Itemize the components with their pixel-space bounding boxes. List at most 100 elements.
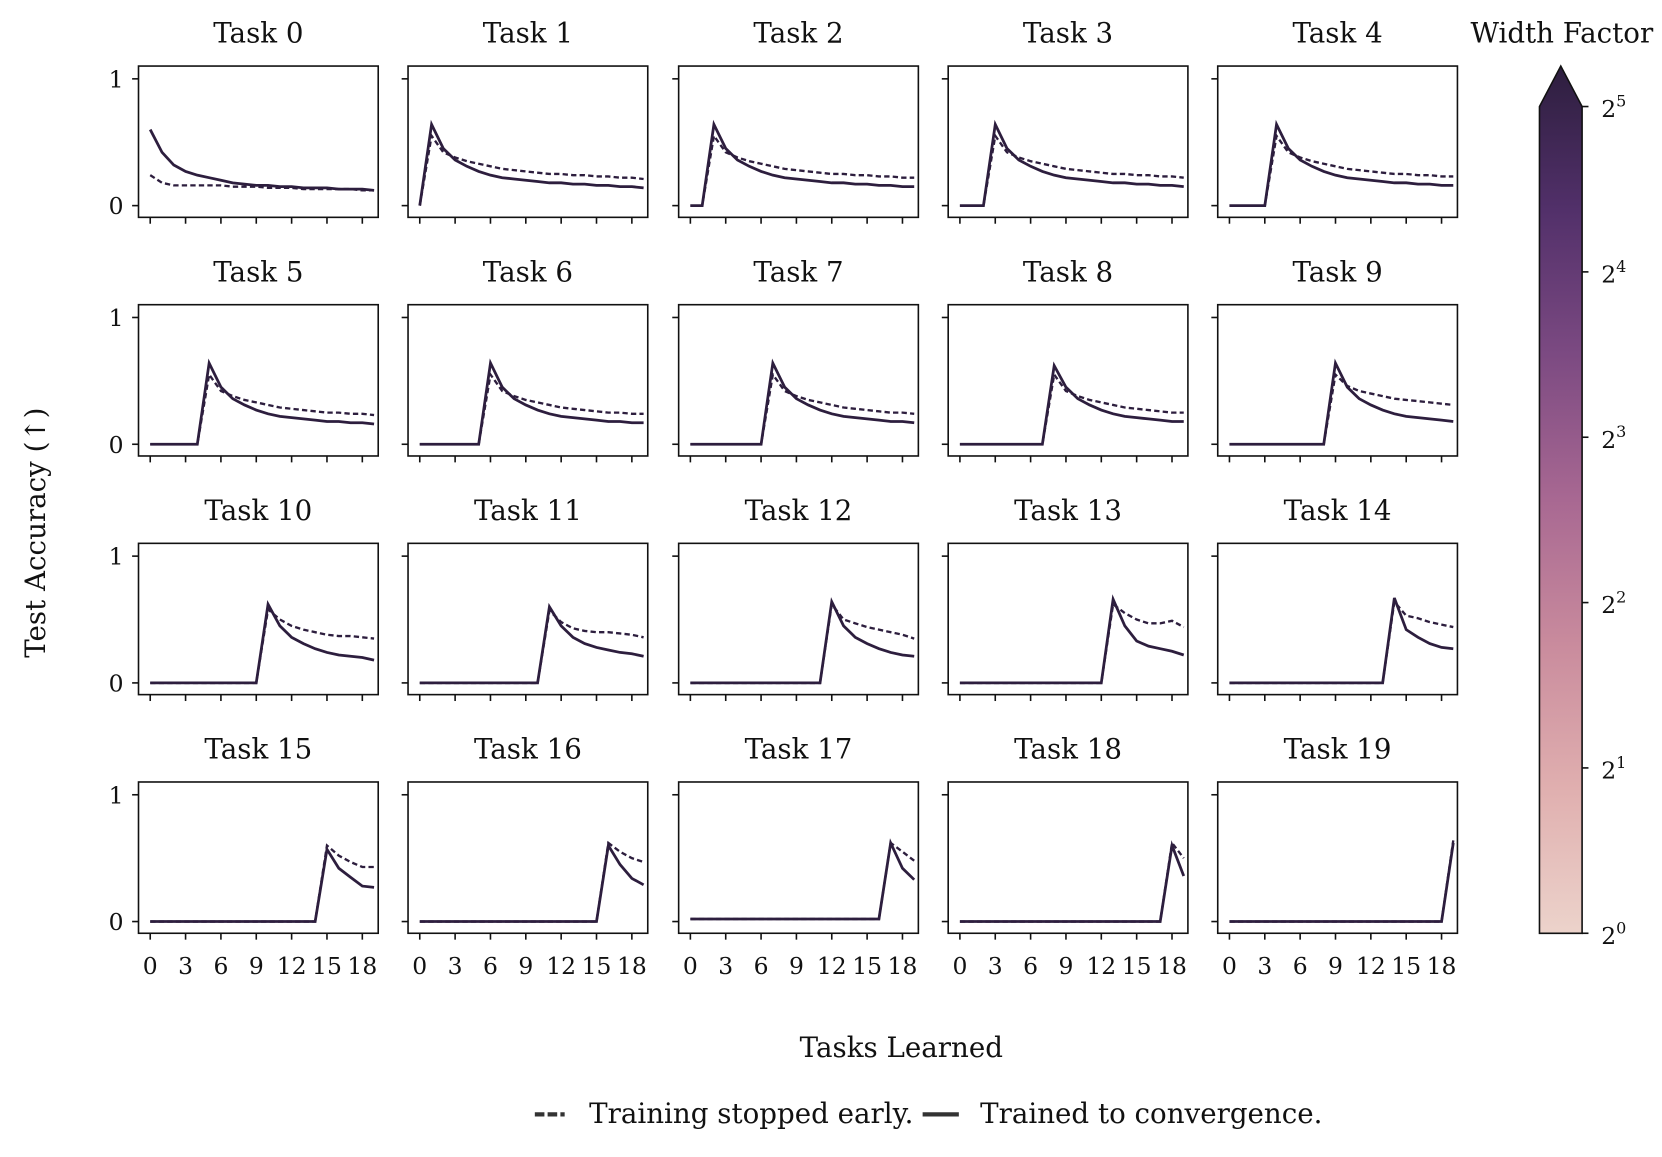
- series-converged-line: [1229, 358, 1454, 446]
- panel-title: Task 10: [204, 494, 312, 527]
- series-converged-line: [690, 597, 915, 685]
- x-tick-label: 0: [683, 952, 698, 980]
- x-tick-label: 6: [754, 952, 769, 980]
- panel-frame: [407, 303, 649, 457]
- colorbar-tick-label: 23: [1601, 422, 1626, 454]
- panel-frame: [407, 65, 649, 219]
- y-tick-label: 1: [109, 543, 124, 571]
- panel-frame: [137, 781, 380, 935]
- legend: Training stopped early. Trained to conve…: [534, 1097, 1322, 1130]
- panel-title: Task 12: [745, 494, 853, 527]
- panel-frame: [137, 542, 380, 696]
- panel-10: Task 10 0 1: [109, 494, 380, 702]
- series-early-line: [959, 602, 1185, 685]
- colorbar-tick-label: 21: [1601, 753, 1626, 785]
- x-tick-label: 18: [888, 952, 918, 980]
- panel-title: Task 7: [753, 255, 843, 288]
- panel-frame: [947, 542, 1189, 696]
- series-converged-line: [148, 128, 375, 192]
- panel-9: Task 9: [1211, 255, 1459, 463]
- series-converged-line: [959, 840, 1186, 923]
- y-tick-label: 0: [109, 908, 124, 936]
- series-early-line: [419, 371, 644, 446]
- panel-title: Task 1: [483, 17, 573, 50]
- legend-label-early: Training stopped early.: [589, 1097, 913, 1130]
- x-tick-label: 6: [1023, 952, 1038, 980]
- y-tick-label: 0: [109, 431, 124, 459]
- series-early-line: [418, 132, 644, 206]
- y-tick-label: 0: [109, 192, 124, 220]
- series-converged-line: [1229, 842, 1455, 923]
- series-early-line: [690, 371, 915, 446]
- series-early-line: [1229, 840, 1455, 923]
- colorbar-tick-label: 24: [1601, 257, 1626, 289]
- series-converged-line: [419, 358, 644, 446]
- panel-frame: [137, 303, 380, 457]
- x-tick-label: 18: [1427, 952, 1457, 980]
- panel-4: Task 4: [1211, 17, 1459, 224]
- x-tick-label: 18: [347, 952, 377, 980]
- legend-label-converged: Trained to convergence.: [980, 1097, 1322, 1130]
- series-converged-line: [959, 361, 1184, 446]
- panel-title: Task 16: [474, 733, 582, 766]
- colorbar-tick-label: 25: [1601, 92, 1626, 124]
- x-tick-label: 0: [1222, 952, 1237, 980]
- panel-frame: [407, 542, 649, 696]
- panel-14: Task 14: [1211, 494, 1459, 702]
- x-tick-label: 9: [249, 952, 264, 980]
- x-tick-label: 12: [1086, 952, 1116, 980]
- x-tick-label: 0: [143, 952, 158, 980]
- series-converged-line: [690, 119, 915, 208]
- x-tick-label: 15: [582, 952, 612, 980]
- y-tick-label: 1: [109, 304, 124, 332]
- x-tick-label: 15: [852, 952, 882, 980]
- x-tick-label: 3: [1257, 952, 1272, 980]
- series-converged-line: [690, 358, 915, 446]
- panel-title: Task 11: [474, 494, 582, 527]
- panel-title: Task 9: [1292, 255, 1382, 288]
- panel-frame: [1216, 303, 1459, 457]
- series-early-line: [1229, 372, 1454, 446]
- panel-title: Task 5: [213, 255, 303, 288]
- x-tick-label: 3: [448, 952, 463, 980]
- series-early-line: [1229, 132, 1454, 207]
- colorbar-tick-label: 22: [1601, 588, 1626, 620]
- x-tick-label: 3: [718, 952, 733, 980]
- x-tick-label: 15: [1122, 952, 1152, 980]
- panel-frame: [137, 65, 380, 219]
- x-tick-label: 12: [546, 952, 576, 980]
- series-early-line: [1229, 598, 1454, 685]
- panel-5: Task 5 0 1: [109, 255, 380, 463]
- panel-title: Task 15: [204, 733, 312, 766]
- panel-16: Task 16 0 3 6 9 12 15 18: [401, 733, 649, 980]
- x-tick-label: 6: [1293, 952, 1308, 980]
- colorbar-tick-label: 20: [1601, 918, 1626, 950]
- series-early-line: [150, 843, 375, 923]
- panel-18: Task 18 0 3 6 9 12 15 18: [941, 733, 1189, 980]
- panel-frame: [947, 303, 1189, 457]
- x-tick-label: 3: [988, 952, 1003, 980]
- panel-frame: [677, 303, 920, 457]
- panel-title: Task 17: [745, 733, 853, 766]
- x-tick-label: 6: [213, 952, 228, 980]
- panel-frame: [677, 781, 920, 935]
- x-tick-label: 9: [1328, 952, 1343, 980]
- panel-6: Task 6: [401, 255, 649, 463]
- y-tick-label: 1: [109, 781, 124, 809]
- series-converged-line: [690, 838, 916, 921]
- series-early-line: [419, 840, 644, 923]
- panel-title: Task 8: [1023, 255, 1113, 288]
- series-converged-line: [1229, 119, 1454, 208]
- panel-2: Task 2: [672, 17, 920, 224]
- panel-frame: [677, 542, 920, 696]
- panel-1: Task 1: [401, 17, 649, 224]
- x-tick-label: 12: [817, 952, 847, 980]
- panel-title: Task 19: [1284, 733, 1392, 766]
- series-early-line: [150, 371, 375, 446]
- panel-title: Task 2: [753, 17, 843, 50]
- panel-11: Task 11: [401, 494, 649, 702]
- panel-7: Task 7: [672, 255, 920, 463]
- y-tick-label: 1: [109, 65, 124, 93]
- x-tick-label: 12: [277, 952, 307, 980]
